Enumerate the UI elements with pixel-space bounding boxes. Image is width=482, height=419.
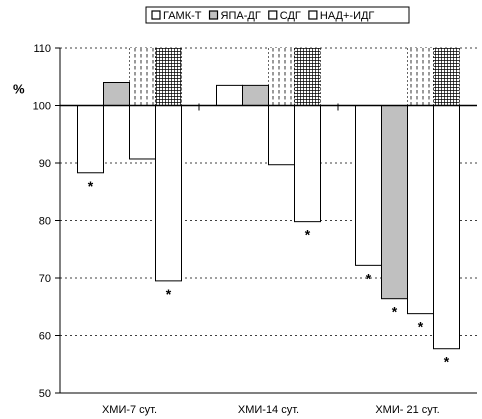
legend-label-1: ЯПА-ДГ xyxy=(221,10,261,22)
y-tick-label-100: 100 xyxy=(33,101,51,113)
significance-mark-2-3: * xyxy=(444,354,450,370)
significance-mark-0-3: * xyxy=(166,286,172,302)
legend-swatch-3 xyxy=(308,10,318,20)
bar-НАД+-ИДГ-2 xyxy=(433,105,460,350)
legend-swatch-1 xyxy=(208,10,219,20)
bar-СДГ-0 xyxy=(129,105,156,160)
bar-ГАМК-Т-1 xyxy=(216,84,243,106)
bar-ЯПА-ДГ-1 xyxy=(242,84,269,106)
x-tick-label-0: ХМИ-7 сут. xyxy=(102,404,157,416)
y-tick-label-50: 50 xyxy=(39,388,51,400)
bar-СДГ-2 xyxy=(407,105,434,315)
y-tick-label-80: 80 xyxy=(39,216,51,228)
significance-mark-2-2: * xyxy=(418,319,424,335)
legend-label-3: НАД+-ИДГ xyxy=(320,10,375,22)
significance-mark-2-1: * xyxy=(392,304,398,320)
y-tick-label-90: 90 xyxy=(39,158,51,170)
significance-mark-1-3: * xyxy=(305,227,311,243)
y-axis-label: % xyxy=(13,82,25,97)
significance-mark-2-0: * xyxy=(366,270,372,286)
hatch-СДГ-0 xyxy=(129,48,156,106)
x-tick-label-2: ХМИ- 21 сут. xyxy=(375,404,439,416)
axes xyxy=(55,47,477,394)
bar-ЯПА-ДГ-2 xyxy=(381,105,408,300)
bar-ГАМК-Т-0 xyxy=(77,105,104,174)
legend-label-0: ГАМК-Т xyxy=(163,10,202,22)
bar-НАД+-ИДГ-0 xyxy=(155,105,182,282)
legend-label-2: СДГ xyxy=(280,10,301,22)
y-tick-label-70: 70 xyxy=(39,273,51,285)
legend-swatch-0 xyxy=(151,10,161,20)
legend: ГАМК-Т ЯПА-ДГ СДГ НАД+-ИДГ xyxy=(145,6,410,24)
bars xyxy=(77,82,460,350)
x-tick-label-1: ХМИ-14 сут. xyxy=(238,404,299,416)
bar-НАД+-ИДГ-1 xyxy=(294,105,321,223)
bar-ЯПА-ДГ-0 xyxy=(103,82,130,106)
y-tick-label-60: 60 xyxy=(39,331,51,343)
labels: 50 60 70 80 90 100 110% * * ХМИ-7 сут. * ХМИ-14 сут… xyxy=(13,43,450,416)
significance-mark-0-0: * xyxy=(88,178,94,194)
y-tick-label-110: 110 xyxy=(33,43,51,55)
legend-swatch-2 xyxy=(268,10,278,20)
bar-ГАМК-Т-2 xyxy=(355,105,382,266)
bar-СДГ-1 xyxy=(268,105,295,166)
